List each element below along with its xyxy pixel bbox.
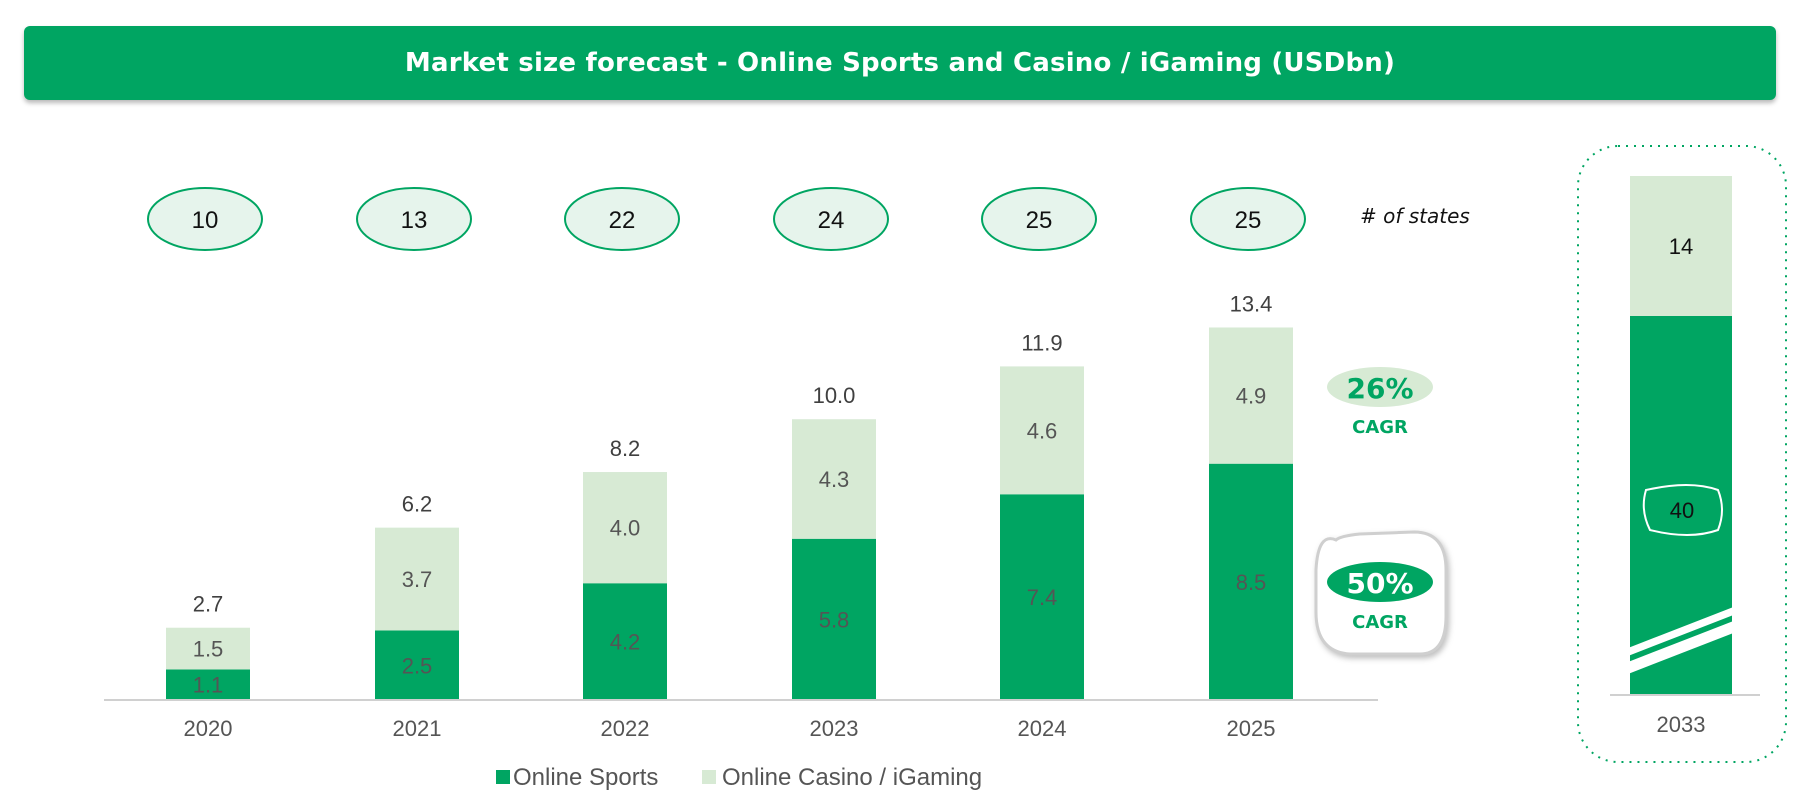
state-count-2023: 24 [818, 207, 845, 234]
data-label-sports-2021: 2.5 [402, 653, 433, 678]
state-count-2024: 25 [1026, 207, 1053, 234]
bar-sports-2024 [1000, 494, 1084, 700]
state-bubble-2023 [773, 187, 889, 251]
total-label-2020: 2.7 [193, 592, 224, 617]
legend-swatch-casino [702, 770, 716, 784]
data-label-casino-2024: 4.6 [1027, 418, 1058, 443]
cagr-casino-bubble [1327, 367, 1433, 407]
x-tick-2023: 2023 [810, 716, 859, 741]
state-count-2025: 25 [1235, 207, 1262, 234]
total-label-2021: 6.2 [402, 492, 433, 517]
data-label-casino-2020: 1.5 [193, 637, 224, 662]
forecast-2033-panel: 14 40 2033 [1577, 145, 1787, 763]
legend: Online Sports Online Casino / iGaming [496, 764, 982, 791]
data-label-casino-2021: 3.7 [402, 567, 433, 592]
data-label-sports-2022: 4.2 [610, 630, 641, 655]
bar-casino-2020 [166, 627, 250, 670]
data-label-casino-2023: 4.3 [819, 467, 850, 492]
states-caption: # of states [1360, 204, 1470, 228]
axis-break-stripe-1 [1628, 620, 1736, 674]
state-bubble-2020 [147, 187, 263, 251]
axis-break-stripe-2 [1628, 606, 1736, 656]
cagr-sports-bubble [1327, 562, 1433, 602]
bar-sports-2022 [583, 583, 667, 700]
data-label-sports-2020: 1.1 [193, 673, 224, 698]
bar-sports-2021 [375, 630, 459, 700]
x-tick-2020: 2020 [184, 716, 233, 741]
bar-casino-2025 [1209, 327, 1293, 464]
bar-casino-2022 [583, 472, 667, 584]
legend-label-sports: Online Sports [513, 764, 658, 791]
state-count-2020: 10 [192, 207, 219, 234]
chart-title: Market size forecast - Online Sports and… [404, 48, 1396, 78]
cagr-sports-percent: 50% [1346, 567, 1413, 600]
cagr-sports-callout: 50% CAGR [1314, 530, 1448, 656]
bar-casino-2024 [1000, 366, 1084, 495]
total-label-2024: 11.9 [1021, 330, 1062, 355]
title-banner: Market size forecast - Online Sports and… [24, 26, 1776, 100]
legend-swatch-sports [496, 770, 510, 784]
state-count-2021: 13 [401, 207, 428, 234]
x-tick-2024: 2024 [1018, 716, 1067, 741]
forecast-2033-frame [1577, 145, 1787, 763]
state-bubble-2024 [981, 187, 1097, 251]
bar-casino-2021 [375, 527, 459, 631]
cagr-casino-callout: 26% CAGR [1327, 367, 1433, 438]
states-row: 10 13 22 24 25 25 [147, 187, 1306, 251]
total-label-2025: 13.4 [1230, 291, 1273, 316]
forecast-2033-sports-bubble [1642, 484, 1723, 536]
state-bubble-2021 [356, 187, 472, 251]
state-bubble-2022 [564, 187, 680, 251]
x-tick-2022: 2022 [601, 716, 650, 741]
bar-sports-2025 [1209, 463, 1293, 700]
data-label-sports-2025: 8.5 [1236, 570, 1267, 595]
data-label-sports-2024: 7.4 [1027, 585, 1058, 610]
bar-casino-2023 [792, 419, 876, 539]
bar-sports-2023 [792, 538, 876, 700]
data-label-sports-2023: 5.8 [819, 607, 850, 632]
total-label-2023: 10.0 [813, 383, 856, 408]
total-label-2022: 8.2 [610, 436, 641, 461]
forecast-2033-year: 2033 [1657, 712, 1706, 737]
x-tick-2021: 2021 [393, 716, 442, 741]
data-label-casino-2025: 4.9 [1236, 384, 1267, 409]
forecast-2033-casino-value: 14 [1669, 234, 1693, 259]
cagr-sports-label: CAGR [1352, 612, 1408, 633]
state-count-2022: 22 [609, 207, 636, 234]
state-bubble-2025 [1190, 187, 1306, 251]
cagr-casino-label: CAGR [1352, 417, 1408, 438]
data-label-casino-2022: 4.0 [610, 516, 641, 541]
bars-layer: 1.1 1.5 2.7 2020 2.5 3.7 6.2 2021 4.2 4.0 8.2 2022 5… [166, 291, 1293, 741]
forecast-2033-casino-bar [1630, 176, 1732, 316]
bar-sports-2020 [166, 669, 250, 700]
x-tick-2025: 2025 [1227, 716, 1276, 741]
cagr-casino-percent: 26% [1346, 372, 1413, 405]
legend-label-casino: Online Casino / iGaming [722, 764, 982, 791]
forecast-2033-sports-value: 40 [1670, 498, 1694, 523]
